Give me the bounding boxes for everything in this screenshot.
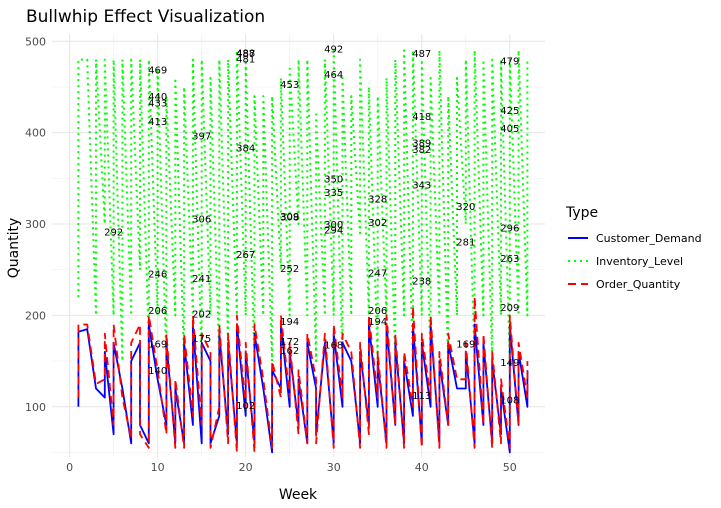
data-label: 252 <box>280 264 299 275</box>
y-tick-label: 300 <box>25 218 46 231</box>
data-label: 487 <box>236 49 255 60</box>
y-tick-label: 500 <box>25 35 46 48</box>
data-label: 440 <box>148 92 167 103</box>
data-label: 453 <box>280 80 299 91</box>
y-ticks: 100 200 300 400 500 <box>25 35 46 413</box>
data-label: 140 <box>148 366 167 377</box>
series-line-order-quantity <box>77 296 529 454</box>
data-label: 296 <box>500 224 519 235</box>
data-label: 308 <box>280 213 299 224</box>
data-label: 263 <box>500 254 519 265</box>
data-label: 389 <box>412 139 431 150</box>
data-label: 102 <box>236 401 255 412</box>
x-ticks: 0 10 20 30 40 50 <box>66 461 517 474</box>
data-label: 168 <box>324 341 343 352</box>
data-label: 397 <box>192 131 211 142</box>
y-tick-label: 400 <box>25 127 46 140</box>
data-label: 469 <box>148 66 167 77</box>
data-label: 294 <box>324 226 343 237</box>
data-label: 487 <box>412 49 431 60</box>
data-label: 194 <box>368 317 387 328</box>
y-axis-title: Quantity <box>6 218 22 279</box>
legend-label: Customer_Demand <box>596 232 702 245</box>
data-label: 241 <box>192 274 211 285</box>
x-tick-label: 50 <box>503 461 517 474</box>
data-label: 413 <box>148 117 167 128</box>
data-label: 202 <box>192 310 211 321</box>
series-line-inventory-level <box>77 49 529 363</box>
data-label: 292 <box>104 227 123 238</box>
data-label: 309 <box>280 212 299 223</box>
data-label: 481 <box>236 55 255 66</box>
chart-title: Bullwhip Effect Visualization <box>26 7 265 27</box>
y-tick-label: 200 <box>25 309 46 322</box>
data-label: 320 <box>456 202 475 213</box>
data-label: 302 <box>368 218 387 229</box>
x-axis-title: Week <box>279 487 318 503</box>
data-label: 162 <box>280 346 299 357</box>
data-label: 149 <box>500 358 519 369</box>
x-tick-label: 20 <box>239 461 253 474</box>
x-tick-label: 30 <box>327 461 341 474</box>
data-label: 479 <box>500 56 519 67</box>
data-label: 172 <box>280 337 299 348</box>
data-label: 247 <box>368 268 387 279</box>
data-label: 169 <box>148 340 167 351</box>
x-tick-label: 40 <box>415 461 429 474</box>
data-label: 306 <box>192 215 211 226</box>
data-label: 246 <box>148 269 167 280</box>
data-label: 464 <box>324 70 343 81</box>
data-label: 267 <box>236 250 255 261</box>
data-label: 113 <box>412 391 431 402</box>
data-label: 108 <box>500 395 519 406</box>
data-label: 169 <box>456 340 475 351</box>
x-tick-label: 10 <box>151 461 165 474</box>
data-label: 425 <box>500 106 519 117</box>
data-label: 328 <box>368 194 387 205</box>
legend-label: Inventory_Level <box>596 255 683 268</box>
data-label: 206 <box>148 306 167 317</box>
data-label: 384 <box>236 143 255 154</box>
data-label: 382 <box>412 145 431 156</box>
x-tick-label: 0 <box>66 461 73 474</box>
data-label: 343 <box>412 181 431 192</box>
data-label: 350 <box>324 174 343 185</box>
data-label: 206 <box>368 306 387 317</box>
legend: Type Customer_Demand Inventory_Level Order… <box>565 205 702 291</box>
data-label: 300 <box>324 220 343 231</box>
data-label: 194 <box>280 317 299 328</box>
data-label: 418 <box>412 112 431 123</box>
data-label: 238 <box>412 277 431 288</box>
data-label: 335 <box>324 188 343 199</box>
data-label: 281 <box>456 237 475 248</box>
data-label: 209 <box>500 303 519 314</box>
y-tick-label: 100 <box>25 401 46 414</box>
data-label: 492 <box>324 45 343 56</box>
data-label: 488 <box>236 48 255 59</box>
data-label: 175 <box>192 334 211 345</box>
legend-title: Type <box>565 205 598 221</box>
legend-label: Order_Quantity <box>596 278 681 291</box>
data-label: 405 <box>500 124 519 135</box>
series-layer <box>77 49 529 454</box>
data-label: 433 <box>148 99 167 110</box>
